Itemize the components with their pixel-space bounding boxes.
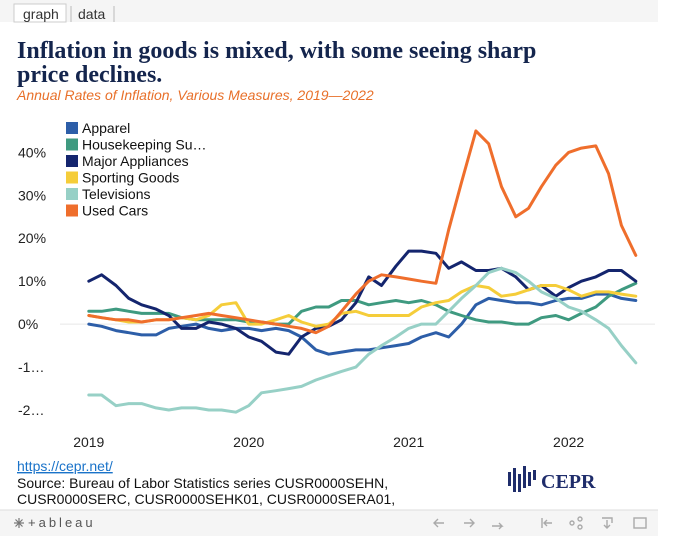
legend-swatch <box>66 155 78 167</box>
tableau-icon <box>14 518 24 528</box>
y-tick-label: 0% <box>18 316 38 332</box>
source-text: CUSR0000SERC, CUSR0000SEHK01, CUSR0000SE… <box>17 491 395 507</box>
legend-swatch <box>66 204 78 217</box>
y-tick-label: 40% <box>18 144 46 160</box>
x-tick-label: 2021 <box>393 434 424 450</box>
series-line <box>87 266 638 414</box>
y-tick-label: 10% <box>18 273 46 289</box>
legend-label: Televisions <box>82 186 150 202</box>
series-line <box>87 129 638 335</box>
tab-bar <box>0 0 658 22</box>
legend-label: Used Cars <box>82 203 148 219</box>
plot-area: 40% 30% 20% 10% 0% -1… -2… 2019 2020 2021 2022 Appa… <box>18 120 655 450</box>
legend-label: Major Appliances <box>82 153 189 169</box>
chart-title: Inflation in goods is mixed, with some s… <box>17 38 536 64</box>
x-tick-label: 2019 <box>73 434 104 450</box>
legend-label: Housekeeping Su… <box>82 137 207 153</box>
legend-label: Sporting Goods <box>82 170 179 186</box>
legend-swatch <box>66 171 78 184</box>
toolbar <box>0 510 658 536</box>
y-tick-label: -2… <box>18 402 44 418</box>
tab-label[interactable]: data <box>78 6 105 22</box>
chart-subtitle: Annual Rates of Inflation, Various Measu… <box>16 87 374 103</box>
y-tick-label: 30% <box>18 187 46 203</box>
x-tick-label: 2022 <box>553 434 584 450</box>
toolbar-icons[interactable] <box>433 516 647 530</box>
legend-label: Apparel <box>82 120 130 136</box>
y-tick-label: -1… <box>18 359 44 375</box>
legend-swatch <box>66 122 78 134</box>
logo-icon <box>508 466 536 492</box>
legend-swatch <box>66 138 78 151</box>
tab-label[interactable]: graph <box>23 6 59 22</box>
source-text: Source: Bureau of Labor Statistics serie… <box>17 475 388 491</box>
chart-title: price declines. <box>17 62 162 88</box>
toolbar-brand: +ableau <box>28 515 96 530</box>
logo-text: CEPR <box>541 471 596 493</box>
series-line <box>87 249 638 356</box>
tab-graph[interactable] <box>13 3 67 23</box>
x-tick-label: 2020 <box>233 434 264 450</box>
source-link[interactable]: https://cepr.net/ <box>17 458 113 474</box>
legend-swatch <box>66 188 78 200</box>
y-tick-label: 20% <box>18 230 46 246</box>
